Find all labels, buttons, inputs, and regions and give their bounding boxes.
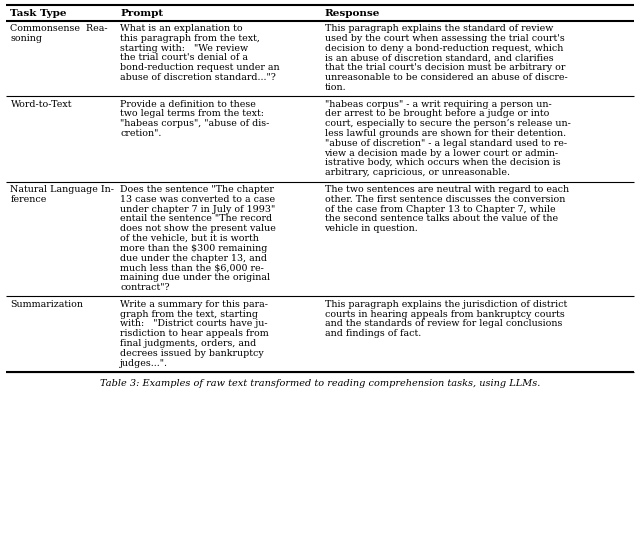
Text: graph from the text, starting: graph from the text, starting [120, 310, 259, 319]
Text: under chapter 7 in July of 1993": under chapter 7 in July of 1993" [120, 205, 276, 213]
Text: Does the sentence "The chapter: Does the sentence "The chapter [120, 185, 275, 194]
Text: entail the sentence "The record: entail the sentence "The record [120, 215, 273, 223]
Text: Table 3: Examples of raw text transformed to reading comprehension tasks, using : Table 3: Examples of raw text transforme… [100, 379, 540, 388]
Text: with:   "District courts have ju-: with: "District courts have ju- [120, 320, 268, 328]
Text: courts in hearing appeals from bankruptcy courts: courts in hearing appeals from bankruptc… [324, 310, 564, 319]
Text: vehicle in question.: vehicle in question. [324, 224, 419, 233]
Text: the trial court's denial of a: the trial court's denial of a [120, 54, 248, 62]
Text: used by the court when assessing the trial court's: used by the court when assessing the tri… [324, 34, 564, 43]
Text: contract"?: contract"? [120, 283, 170, 292]
Text: that the trial court's decision must be arbitrary or: that the trial court's decision must be … [324, 63, 565, 72]
Text: of the case from Chapter 13 to Chapter 7, while: of the case from Chapter 13 to Chapter 7… [324, 205, 555, 213]
Text: this paragraph from the text,: this paragraph from the text, [120, 34, 260, 43]
Text: decrees issued by bankruptcy: decrees issued by bankruptcy [120, 349, 264, 358]
Text: istrative body, which occurs when the decision is: istrative body, which occurs when the de… [324, 158, 560, 168]
Text: 13 case was converted to a case: 13 case was converted to a case [120, 195, 276, 204]
Text: Word-to-Text: Word-to-Text [10, 100, 72, 108]
Text: judges...".: judges...". [120, 358, 168, 368]
Text: arbitrary, capricious, or unreasonable.: arbitrary, capricious, or unreasonable. [324, 168, 509, 177]
Text: ference: ference [10, 195, 47, 204]
Text: tion.: tion. [324, 83, 346, 92]
Text: and the standards of review for legal conclusions: and the standards of review for legal co… [324, 320, 562, 328]
Text: starting with:   "We review: starting with: "We review [120, 44, 248, 53]
Text: maining due under the original: maining due under the original [120, 273, 271, 282]
Text: "habeas corpus", "abuse of dis-: "habeas corpus", "abuse of dis- [120, 119, 270, 128]
Text: risdiction to hear appeals from: risdiction to hear appeals from [120, 329, 269, 338]
Text: final judgments, orders, and: final judgments, orders, and [120, 339, 257, 348]
Text: much less than the $6,000 re-: much less than the $6,000 re- [120, 263, 264, 273]
Text: "abuse of discretion" - a legal standard used to re-: "abuse of discretion" - a legal standard… [324, 139, 566, 148]
Text: Natural Language In-: Natural Language In- [10, 185, 115, 194]
Text: This paragraph explains the standard of review: This paragraph explains the standard of … [324, 24, 553, 33]
Text: Write a summary for this para-: Write a summary for this para- [120, 300, 268, 309]
Text: cretion".: cretion". [120, 129, 162, 138]
Text: Prompt: Prompt [120, 8, 164, 18]
Text: and findings of fact.: and findings of fact. [324, 329, 420, 338]
Text: does not show the present value: does not show the present value [120, 224, 276, 233]
Text: Provide a definition to these: Provide a definition to these [120, 100, 256, 108]
Text: more than the $300 remaining: more than the $300 remaining [120, 244, 268, 253]
Text: Summarization: Summarization [10, 300, 83, 309]
Text: decision to deny a bond-reduction request, which: decision to deny a bond-reduction reques… [324, 44, 563, 53]
Text: two legal terms from the text:: two legal terms from the text: [120, 109, 264, 118]
Text: less lawful grounds are shown for their detention.: less lawful grounds are shown for their … [324, 129, 566, 138]
Text: What is an explanation to: What is an explanation to [120, 24, 243, 33]
Text: soning: soning [10, 34, 42, 43]
Text: is an abuse of discretion standard, and clarifies: is an abuse of discretion standard, and … [324, 54, 553, 62]
Text: bond-reduction request under an: bond-reduction request under an [120, 63, 280, 72]
Text: The two sentences are neutral with regard to each: The two sentences are neutral with regar… [324, 185, 568, 194]
Text: Response: Response [324, 8, 380, 18]
Text: view a decision made by a lower court or admin-: view a decision made by a lower court or… [324, 149, 559, 158]
Text: other. The first sentence discusses the conversion: other. The first sentence discusses the … [324, 195, 565, 204]
Text: abuse of discretion standard..."?: abuse of discretion standard..."? [120, 73, 276, 82]
Text: Commonsense  Rea-: Commonsense Rea- [10, 24, 108, 33]
Text: of the vehicle, but it is worth: of the vehicle, but it is worth [120, 234, 259, 243]
Text: Task Type: Task Type [10, 8, 67, 18]
Text: the second sentence talks about the value of the: the second sentence talks about the valu… [324, 215, 557, 223]
Text: der arrest to be brought before a judge or into: der arrest to be brought before a judge … [324, 109, 549, 118]
Text: "habeas corpus" - a writ requiring a person un-: "habeas corpus" - a writ requiring a per… [324, 100, 551, 108]
Text: court, especially to secure the person’s release un-: court, especially to secure the person’s… [324, 119, 570, 128]
Text: due under the chapter 13, and: due under the chapter 13, and [120, 254, 268, 263]
Text: unreasonable to be considered an abuse of discre-: unreasonable to be considered an abuse o… [324, 73, 567, 82]
Text: This paragraph explains the jurisdiction of district: This paragraph explains the jurisdiction… [324, 300, 567, 309]
